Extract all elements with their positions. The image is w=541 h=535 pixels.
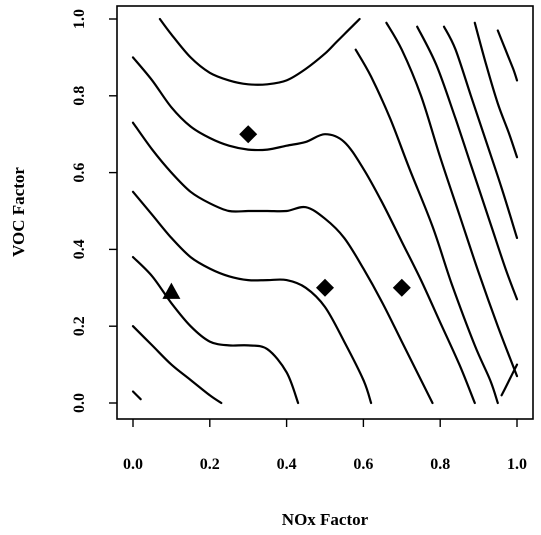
contour-line-4 (131, 190, 373, 405)
x-tick-label: 0.8 (430, 456, 450, 473)
point-markers (162, 125, 411, 299)
plot-frame (116, 5, 534, 420)
y-axis-label: VOC Factor (9, 167, 28, 257)
contour-line-5 (131, 121, 434, 405)
contour-line-14 (500, 363, 519, 397)
y-tick-label: 0.8 (71, 86, 88, 106)
contour-line-6 (131, 56, 476, 405)
contour-line-1 (131, 390, 142, 401)
y-tick-label: 1.0 (71, 9, 88, 29)
y-tick-label: 0.6 (71, 163, 88, 183)
x-axis-label: NOx Factor (282, 510, 369, 529)
x-tick-label: 1.0 (507, 456, 527, 473)
y-tick-label: 0.0 (71, 393, 88, 413)
contour-line-13 (496, 29, 519, 82)
y-tick-label: 0.2 (71, 316, 88, 336)
contour-lines (131, 17, 519, 405)
diamond-marker-3 (392, 278, 411, 297)
triangle-marker-4 (162, 282, 181, 299)
y-tick-label: 0.4 (71, 239, 88, 259)
contour-line-3 (131, 256, 300, 405)
x-tick-label: 0.4 (277, 456, 297, 473)
x-axis: 0.0 0.2 0.4 0.6 0.8 1.0 (123, 419, 527, 473)
contour-line-7 (158, 17, 361, 86)
contour-line-11 (442, 25, 519, 239)
contour-line-2 (131, 325, 223, 405)
x-tick-label: 0.6 (353, 456, 373, 473)
contour-line-9 (385, 21, 519, 378)
x-tick-label: 0.2 (200, 456, 220, 473)
contour-line-12 (473, 21, 519, 159)
diamond-marker-1 (239, 125, 258, 144)
diamond-marker-2 (316, 278, 334, 297)
x-tick-label: 0.0 (123, 456, 143, 473)
contour-line-8 (354, 48, 499, 405)
y-axis: 0.0 0.2 0.4 0.6 0.8 1.0 (71, 9, 117, 413)
contour-line-10 (416, 25, 519, 301)
